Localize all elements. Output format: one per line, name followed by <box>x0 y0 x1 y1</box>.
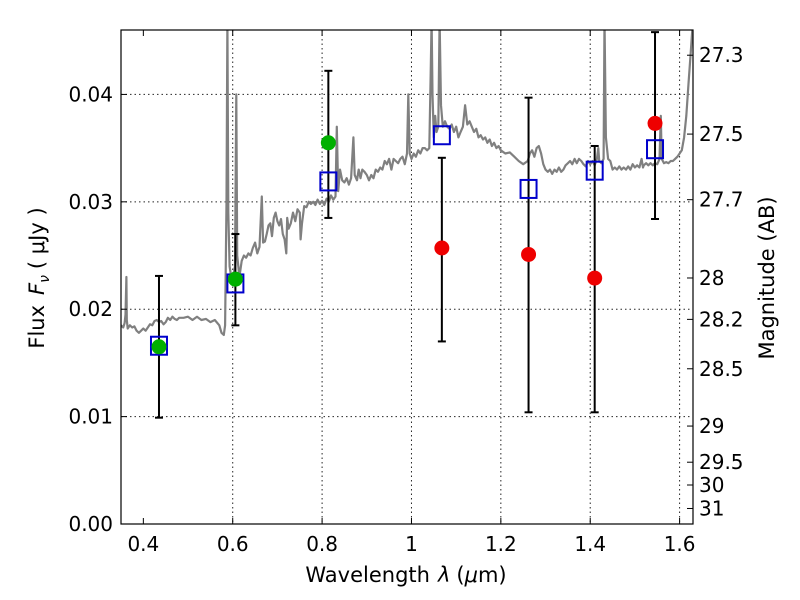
y-tick-label: 0.01 <box>68 405 113 429</box>
mag-tick-label: 27.7 <box>699 188 744 212</box>
mag-tick-label: 31 <box>699 496 724 520</box>
x-tick-label: 1.6 <box>664 532 696 556</box>
x-tick-label: 1.4 <box>574 532 606 556</box>
x-tick-label: 0.4 <box>127 532 159 556</box>
x-tick-label: 0.8 <box>306 532 338 556</box>
x-axis-label: Wavelength λ (μm) <box>305 563 506 587</box>
errorbar-layer <box>154 31 660 419</box>
detection-point <box>320 135 336 151</box>
mag-tick-label: 30 <box>699 473 724 497</box>
grid <box>121 30 693 524</box>
detection-point <box>151 339 167 355</box>
marker-layer <box>149 115 665 356</box>
x-tick-label: 1.2 <box>485 532 517 556</box>
y-tick-label: 0.04 <box>68 82 113 106</box>
spectrum-line <box>121 30 693 337</box>
x-tick-label: 1 <box>405 532 418 556</box>
spectrum-layer <box>121 30 693 337</box>
mag-tick-label: 28.2 <box>699 307 744 331</box>
x-tick-label: 0.6 <box>217 532 249 556</box>
y-axis-label: FluxFν( μJy ) <box>25 207 53 348</box>
axis-layer: 0.4 0.6 0.8 1 1.2 1.4 1.6 0.00 0.01 0.02 0.03 0.04 2… <box>68 30 744 556</box>
upper-limit-point <box>521 246 537 262</box>
y-tick-label: 0.00 <box>68 512 113 536</box>
y-tick-label: 0.03 <box>68 190 113 214</box>
model-flux-square <box>432 125 451 146</box>
upper-limit-point <box>434 240 450 256</box>
upper-limit-point <box>647 115 663 131</box>
model-flux-square <box>149 335 168 356</box>
model-flux-square <box>319 171 338 192</box>
model-flux-square <box>646 139 665 160</box>
y2-axis-label: Magnitude (AB) <box>755 196 779 359</box>
upper-limit-point <box>587 270 603 286</box>
mag-tick-label: 27.3 <box>699 43 744 67</box>
detection-point <box>227 271 243 287</box>
mag-tick-label: 29.5 <box>699 450 744 474</box>
model-flux-square <box>585 160 604 181</box>
mag-tick-label: 27.5 <box>699 122 744 146</box>
mag-tick-label: 28.5 <box>699 357 744 381</box>
y-tick-label: 0.02 <box>68 297 113 321</box>
model-flux-square <box>519 178 538 199</box>
plot-frame <box>120 29 694 525</box>
mag-tick-label: 28 <box>699 266 724 290</box>
mag-tick-label: 29 <box>699 414 724 438</box>
